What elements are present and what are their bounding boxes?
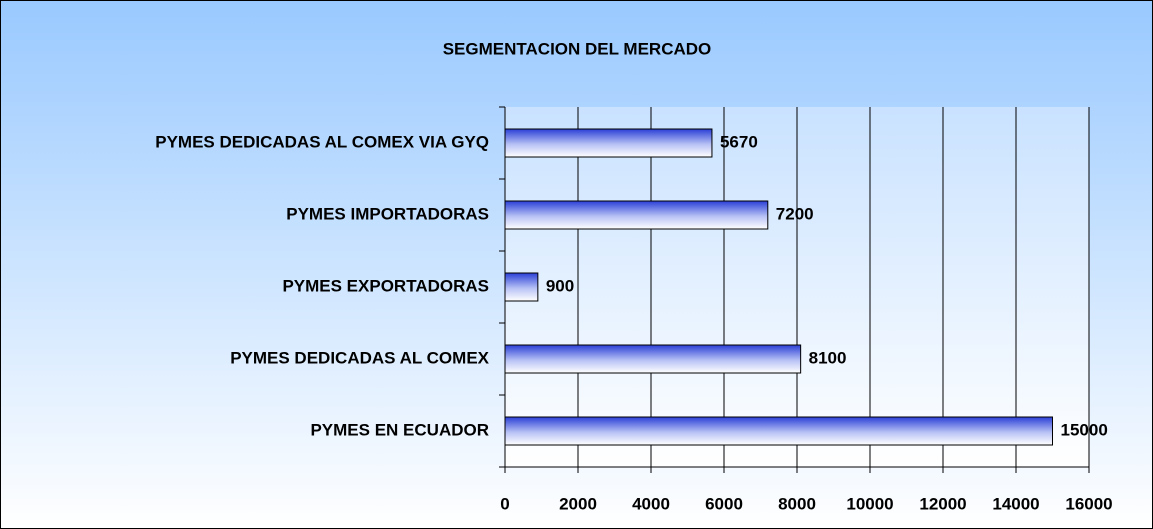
y-tick-label: PYMES EN ECUADOR [310,420,489,439]
value-label: 900 [546,276,574,295]
value-label: 8100 [809,348,847,367]
x-tick-label: 12000 [919,494,966,513]
chart-title: SEGMENTACION DEL MERCADO [443,39,712,58]
y-tick-label: PYMES DEDICADAS AL COMEX VIA GYQ [155,132,489,151]
x-tick-label: 16000 [1065,494,1112,513]
bar [504,200,769,230]
bar [504,272,539,302]
bar [504,416,1053,446]
y-tick-label: PYMES EXPORTADORAS [282,276,489,295]
x-tick-label: 2000 [559,494,597,513]
x-tick-label: 6000 [705,494,743,513]
x-tick-label: 8000 [778,494,816,513]
x-tick-label: 0 [500,494,509,513]
x-tick-label: 14000 [992,494,1039,513]
bar [504,128,713,158]
value-label: 7200 [776,204,814,223]
value-label: 5670 [720,132,758,151]
y-tick-label: PYMES DEDICADAS AL COMEX [230,348,489,367]
x-tick-label: 4000 [632,494,670,513]
value-label: 15000 [1061,420,1108,439]
x-tick-label: 10000 [846,494,893,513]
y-tick-label: PYMES IMPORTADORAS [286,204,489,223]
bar [504,344,802,374]
